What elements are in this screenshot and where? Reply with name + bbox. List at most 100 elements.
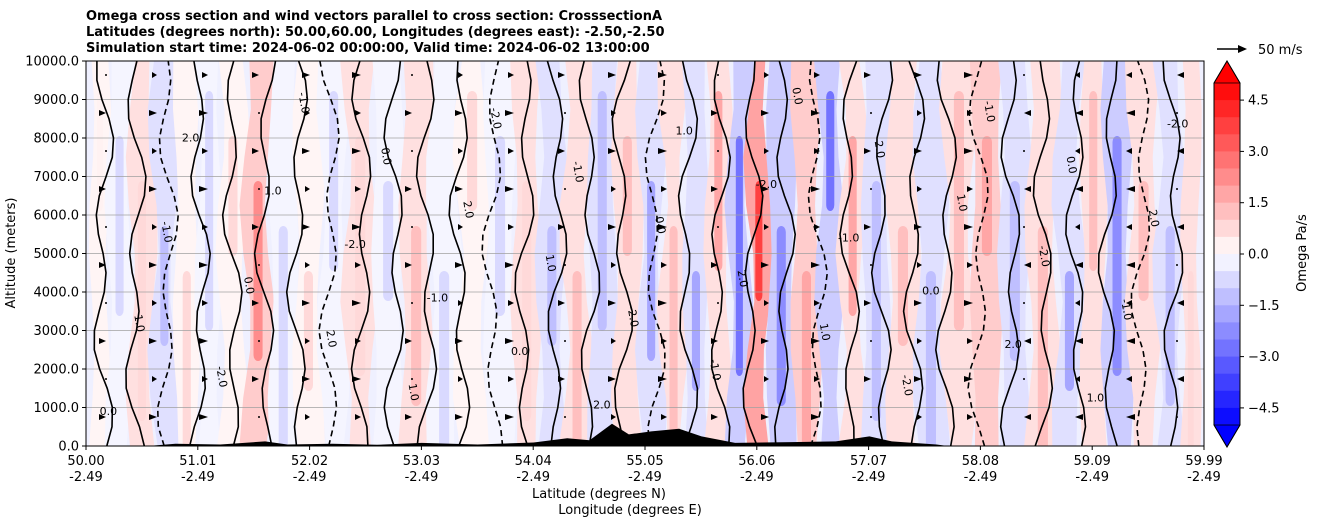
wind-vector [305,262,310,268]
y-tick-label: 2000.0 [34,363,80,378]
wind-vector [1024,186,1031,192]
wind-vector [717,226,719,228]
contour-line-negative [318,61,340,446]
wind-vector [814,376,820,382]
contour-label: 1.0 [264,185,282,198]
contour-label: 2.0 [1146,209,1162,228]
wind-vector [558,224,565,230]
wind-vector [1176,188,1178,190]
x-axis-label-longitude: Longitude (degrees E) [558,503,702,518]
contour-line [1032,61,1054,446]
omega-core [182,271,191,446]
wind-vector [99,414,106,420]
wind-vector [149,338,157,344]
wind-vector [355,338,361,344]
wind-vector [352,72,361,78]
wind-vector [661,338,667,344]
contour-line [902,61,926,446]
wind-vector [1176,112,1178,114]
wind-vector [814,224,820,230]
wind-vector [405,414,412,420]
wind-vector [302,148,310,154]
wind-vector [1126,338,1135,344]
wind-vector [1023,378,1025,380]
colorbar-tick-label: −3.0 [1248,350,1280,365]
colorbar-segment [1214,83,1240,101]
contour-label: 0.0 [511,345,529,358]
wind-vector [967,414,973,420]
wind-vector [917,186,922,192]
wind-vector [608,224,616,230]
omega-core [1089,91,1098,271]
contour-line [253,61,277,446]
wind-vector [1024,414,1031,420]
contour-label: -1.0 [427,292,448,305]
contour-line [415,61,438,446]
wind-vector [864,300,871,306]
y-tick-label: 9000.0 [34,93,80,108]
wind-vector [864,148,871,154]
wind-vector [1126,186,1135,192]
colorbar-segment [1214,356,1240,375]
wind-vector [1176,264,1178,266]
wind-vector [355,186,361,192]
contour-label: -2.0 [624,305,641,328]
wind-vector [914,148,922,154]
contour-label: 2.0 [872,140,888,159]
x-tick-label-lat: 58.08 [962,454,999,469]
omega-core [495,136,506,316]
contour-label: 1.0 [406,382,422,401]
wind-vector [355,262,361,268]
omega-core [467,91,478,211]
colorbar-label: Omega Pa/s [1295,214,1310,292]
wind-vector [411,378,413,380]
wind-vector [564,188,566,190]
contour-line [773,61,797,446]
wind-vector [761,186,769,192]
wind-vector [1126,72,1132,78]
wind-vector [149,186,157,192]
wind-vector [352,224,361,230]
contour-label: -1.0 [707,358,724,381]
colorbar-segment [1214,254,1240,272]
contour-label: -2.0 [1036,244,1053,267]
chart-title-line-1: Omega cross section and wind vectors par… [86,9,663,24]
wind-vector [564,416,566,418]
x-tick-label-lat: 52.02 [291,454,328,469]
wind-vector [458,376,463,382]
wind-vector [717,74,719,76]
quiver-key-arrowhead [1238,45,1247,53]
omega-core [439,271,450,446]
colorbar-segment [1214,185,1240,204]
wind-vector [661,186,667,192]
contour-label: 0.0 [100,405,118,418]
wind-vector [611,186,616,192]
x-tick-label-lon: -2.49 [293,470,327,485]
colorbar-outline [1213,60,1241,448]
wind-vector [1176,416,1178,418]
colorbar-tick-label: −1.5 [1248,299,1280,314]
wind-vector [711,262,718,268]
contour-label: 2.0 [1004,338,1022,351]
wind-vector [305,186,310,192]
x-tick-label-lon: -2.49 [181,470,215,485]
wind-vector [152,72,157,78]
omega-core [355,136,366,376]
contour-label: 2.0 [460,200,476,219]
wind-vector [152,148,157,154]
wind-vector [199,110,208,116]
contour-label: 1.0 [954,193,970,212]
wind-vector [258,340,260,342]
wind-vector [814,72,820,78]
wind-vector [411,302,413,304]
contour-line [350,61,372,446]
omega-core [669,226,678,446]
y-tick-label: 4000.0 [34,286,80,301]
wind-vector [105,150,107,152]
wind-vector [870,340,872,342]
y-tick-label: 3000.0 [34,324,80,339]
omega-core [383,181,394,301]
wind-vector [199,262,208,268]
wind-vector [864,72,871,78]
